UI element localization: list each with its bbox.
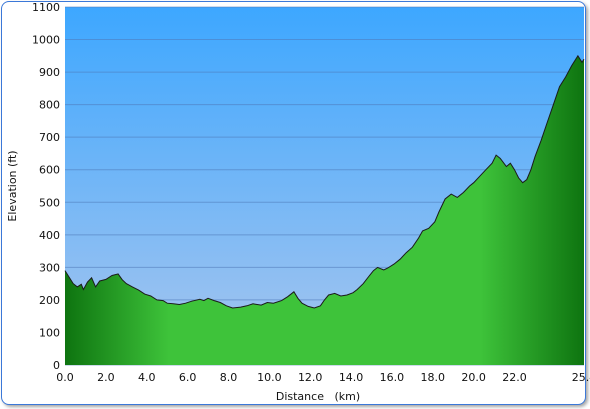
x-tick-label: 0.0 [56, 371, 74, 384]
y-tick-label: 1000 [32, 34, 60, 47]
x-tick-label: 10.0 [257, 371, 282, 384]
x-tick-label: 18.0 [421, 371, 446, 384]
y-tick-label: 500 [39, 196, 60, 209]
x-tick-label: 8.0 [220, 371, 238, 384]
x-tick-label: 16.0 [380, 371, 405, 384]
y-axis-title: Elevation (ft) [6, 150, 19, 221]
x-tick-label: 12.0 [298, 371, 323, 384]
y-tick-label: 800 [39, 99, 60, 112]
x-axis-title: Distance (km) [276, 390, 360, 403]
y-tick-label: 1100 [32, 1, 60, 14]
y-tick-label: 200 [39, 294, 60, 307]
x-tick-label: 14.0 [339, 371, 364, 384]
y-tick-label: 400 [39, 229, 60, 242]
x-tick-label: 20.0 [461, 371, 486, 384]
x-tick-label: 2.0 [97, 371, 115, 384]
y-tick-label: 900 [39, 66, 60, 79]
y-tick-label: 600 [39, 164, 60, 177]
x-tick-label: 25.4 [572, 371, 590, 384]
y-tick-label: 700 [39, 131, 60, 144]
x-tick-label: 4.0 [138, 371, 156, 384]
y-tick-label: 300 [39, 261, 60, 274]
x-tick-label: 6.0 [179, 371, 197, 384]
y-axis-ticks: 0 100 200 300 400 500 600 700 800 900 1000 1100 [32, 1, 60, 372]
elevation-line [64, 54, 585, 309]
x-axis-ticks: 0.0 2.0 4.0 6.0 8.0 10.0 12.0 14.0 16.0 18.0 20.0 2… [56, 371, 590, 384]
y-tick-label: 0 [53, 359, 60, 372]
x-tick-label: 22.0 [502, 371, 527, 384]
elevation-area [65, 55, 584, 366]
y-tick-label: 100 [39, 326, 60, 339]
